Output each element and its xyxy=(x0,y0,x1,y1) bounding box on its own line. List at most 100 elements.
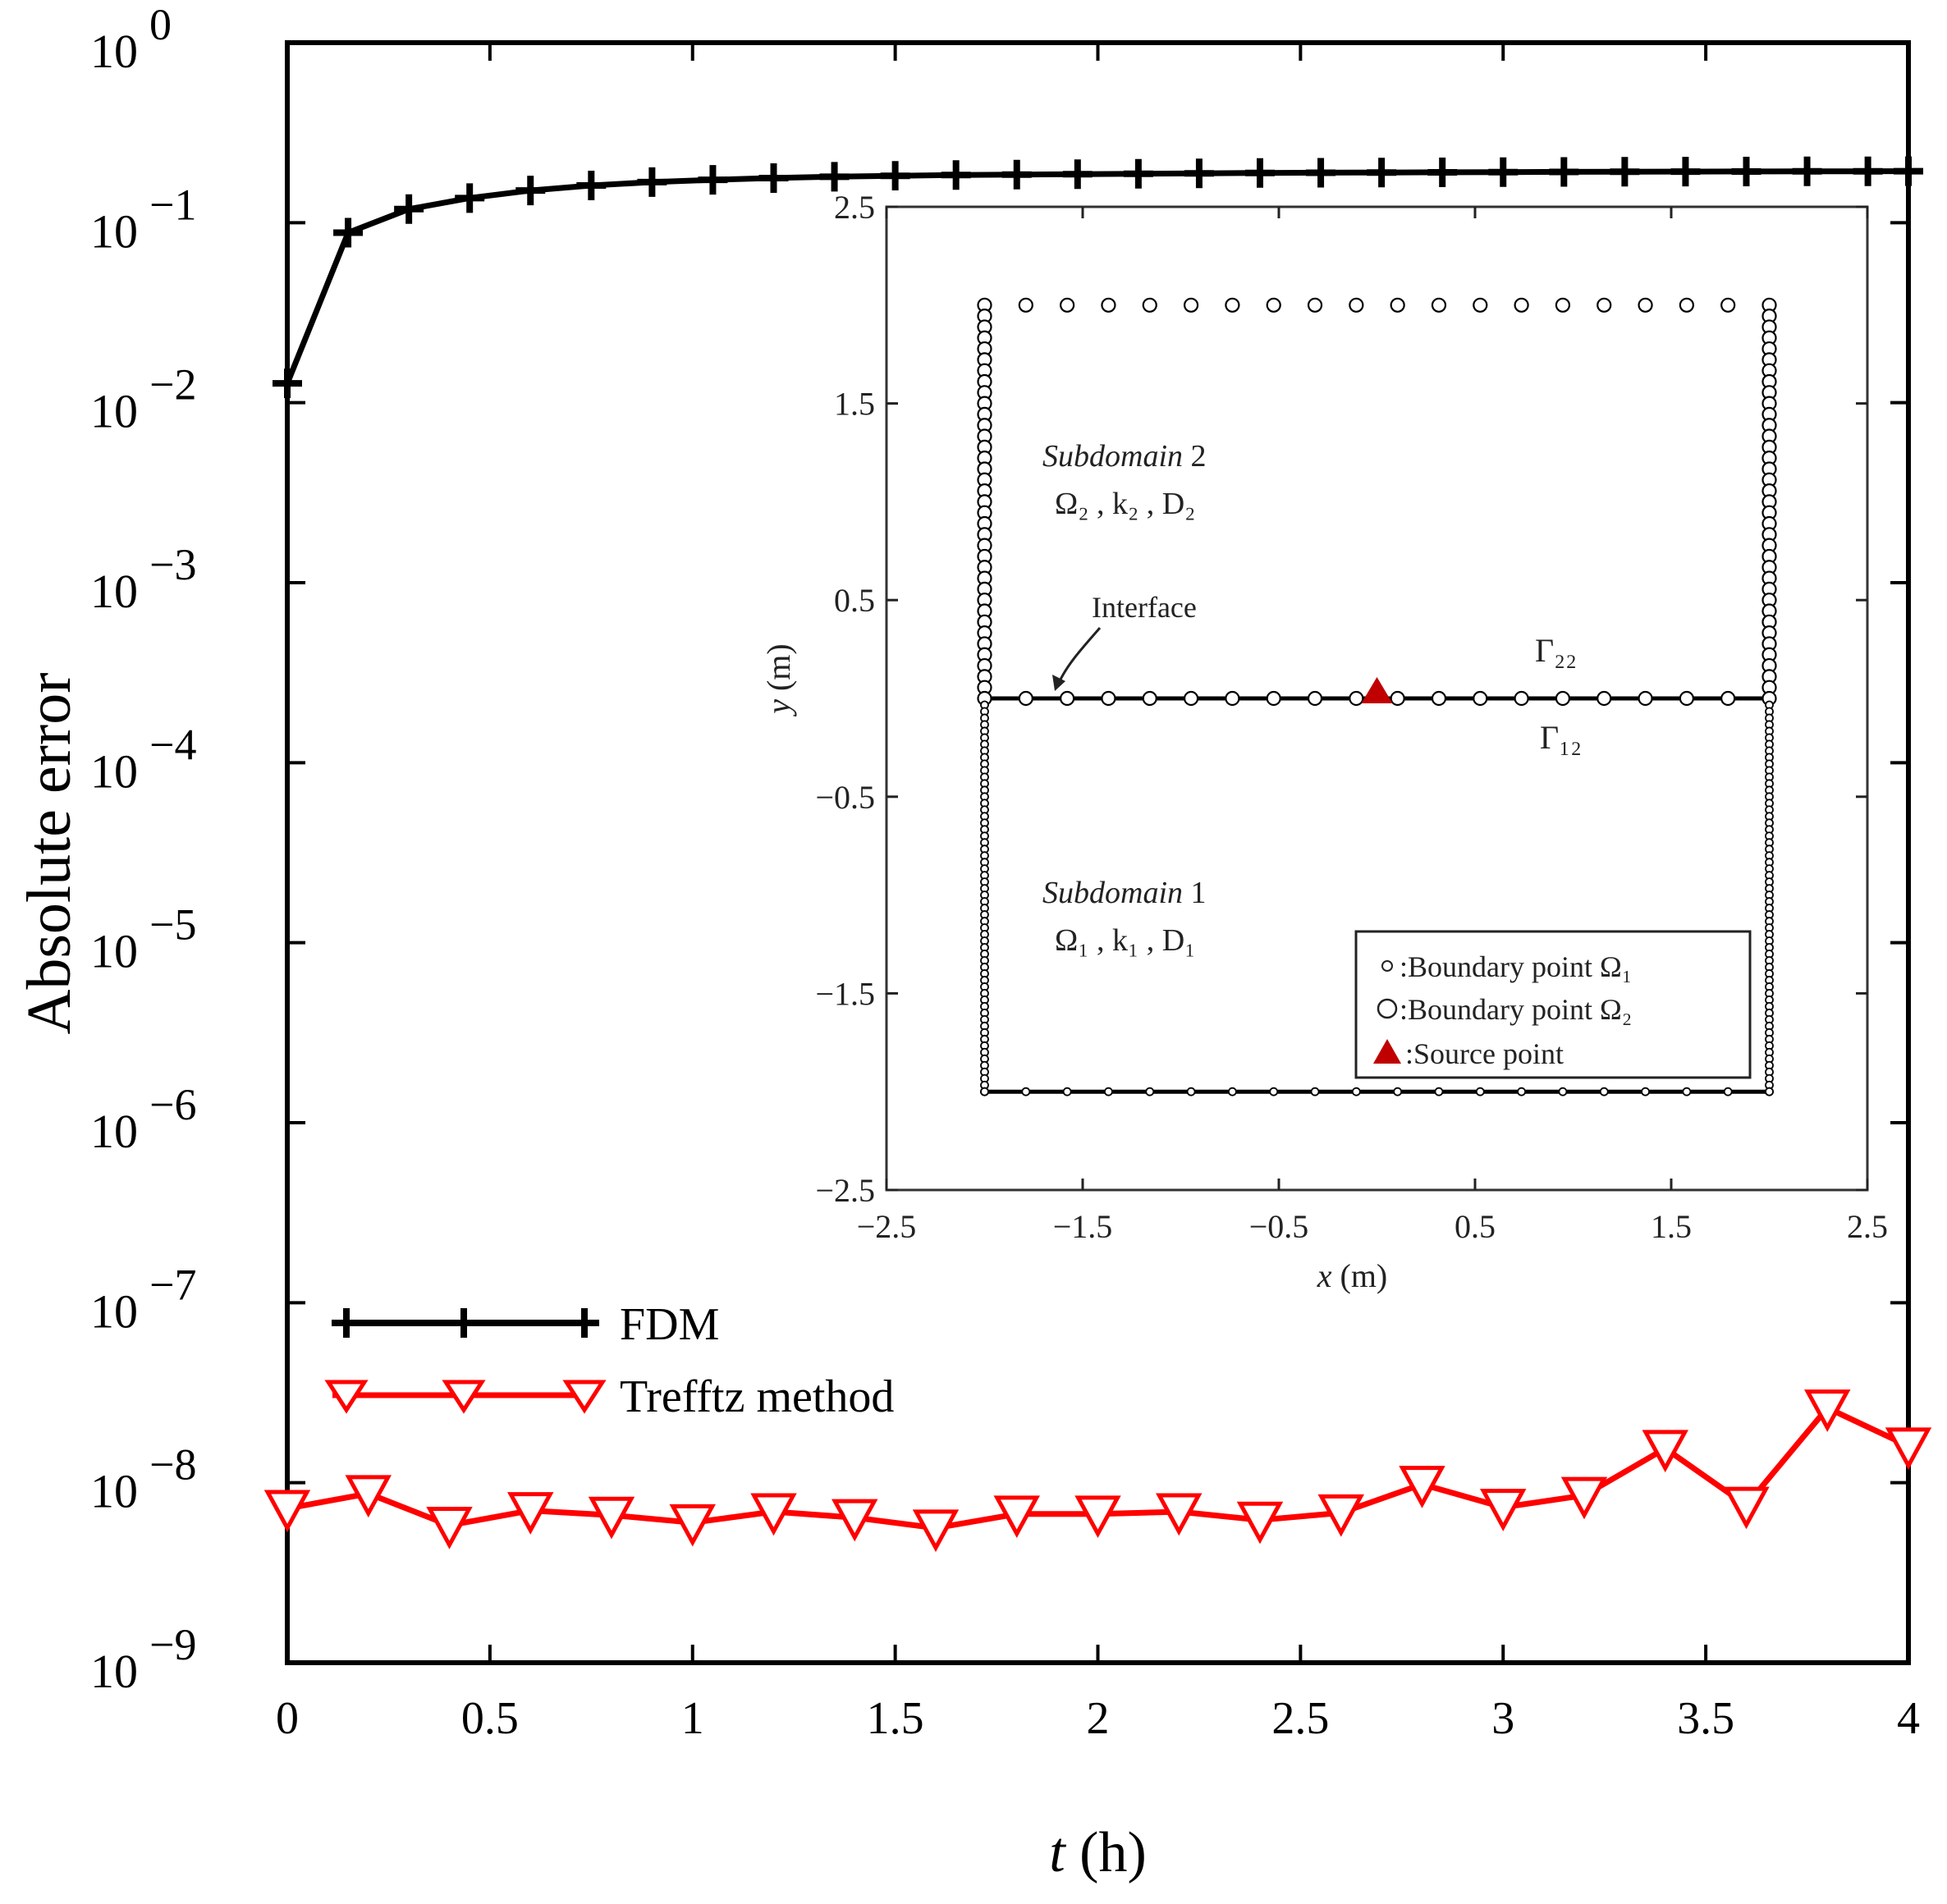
boundary-point-omega2 xyxy=(1431,297,1447,313)
fdm-point xyxy=(1062,159,1093,190)
boundary-point-omega1 xyxy=(1475,1087,1485,1096)
inset-x-tick-label: 2.5 xyxy=(1847,1208,1888,1245)
trefftz-point xyxy=(993,1495,1040,1539)
fdm-point xyxy=(1549,157,1579,187)
boundary-point-omega2 xyxy=(1018,297,1033,313)
y-tick-label: 10 0 xyxy=(90,0,172,78)
fdm-point xyxy=(698,165,728,195)
inset-y-axis-label: y (m) xyxy=(760,643,797,717)
fdm-point xyxy=(819,162,850,192)
boundary-point-omega1 xyxy=(980,1087,989,1096)
inset-legend-box xyxy=(1354,930,1752,1079)
trefftz-point xyxy=(912,1509,960,1553)
inset-x-tick-label: 1.5 xyxy=(1651,1208,1692,1245)
legend-label-trefftz: Trefftz method xyxy=(620,1371,894,1422)
legend-symbol-source xyxy=(1373,1039,1401,1064)
inset-x-tick-label: −0.5 xyxy=(1249,1208,1309,1245)
inset-y-tick-label: 1.5 xyxy=(834,386,875,423)
fdm-point xyxy=(333,217,364,248)
fdm-point xyxy=(941,160,971,190)
boundary-point-omega2 xyxy=(1390,297,1405,313)
interface-arrowhead xyxy=(1052,675,1065,691)
x-tick-label: 3.5 xyxy=(1677,1693,1734,1744)
inset-x-tick-label: −1.5 xyxy=(1053,1208,1113,1245)
boundary-point-omega1 xyxy=(1227,1087,1237,1096)
main-legend: FDM Trefftz method xyxy=(324,1299,894,1422)
interface-arrow xyxy=(1057,627,1102,684)
boundary-point-omega1 xyxy=(1351,1087,1361,1096)
fdm-point xyxy=(1731,156,1761,186)
fdm-point xyxy=(455,183,485,213)
trefftz-point xyxy=(1723,1486,1770,1530)
boundary-point-omega1 xyxy=(1310,1087,1320,1096)
boundary-point-omega2 xyxy=(1514,690,1529,707)
boundary-point-omega1 xyxy=(1269,1087,1279,1096)
fdm-point xyxy=(1853,156,1883,186)
trefftz-point xyxy=(1236,1501,1284,1545)
subdomain1-params: Ω₁ , k₁ , D₁ xyxy=(1055,923,1195,958)
x-tick-label: 1 xyxy=(681,1693,704,1744)
y-tick-label: 10 −8 xyxy=(90,1440,196,1518)
legend-marker-trefftz xyxy=(324,1380,369,1414)
y-tick-label: 10 −1 xyxy=(90,180,196,258)
boundary-point-omega2 xyxy=(1555,690,1571,707)
inset-legend: :Boundary point Ω₁:Boundary point Ω₂:Sou… xyxy=(1354,930,1752,1079)
inset-y-tick-label: −0.5 xyxy=(815,779,875,816)
legend-marker-trefftz xyxy=(442,1380,486,1414)
inset-y-tick-label: −1.5 xyxy=(815,975,875,1012)
inset-x-axis-label: x (m) xyxy=(1317,1257,1388,1294)
boundary-point-omega1 xyxy=(1723,1087,1733,1096)
boundary-point-omega1 xyxy=(1186,1087,1196,1096)
boundary-point-omega1 xyxy=(1641,1087,1650,1096)
x-axis-label: t (h) xyxy=(1049,1821,1147,1884)
boundary-point-omega2 xyxy=(1018,690,1033,707)
boundary-point-omega2 xyxy=(1555,297,1571,313)
fdm-point xyxy=(1427,157,1458,187)
trefftz-point xyxy=(1804,1389,1851,1432)
fdm-point xyxy=(1610,157,1640,187)
legend-label-omega2: :Boundary point Ω₂ xyxy=(1400,993,1632,1026)
boundary-point-omega2 xyxy=(1060,690,1075,707)
trefftz-point xyxy=(1074,1495,1121,1539)
trefftz-point xyxy=(1399,1466,1445,1508)
boundary-point-omega1 xyxy=(1021,1087,1031,1096)
legend-label-omega1: :Boundary point Ω₁ xyxy=(1400,950,1632,983)
boundary-point-omega2 xyxy=(1225,297,1240,313)
subdomain2-title: Subdomain 2 xyxy=(1042,439,1207,474)
fdm-point xyxy=(576,170,607,200)
subdomain1-title: Subdomain 1 xyxy=(1042,876,1207,910)
x-tick-label: 0 xyxy=(276,1693,299,1744)
boundary-point-omega2 xyxy=(1101,690,1116,707)
subdomain2-params: Ω₂ , k₂ , D₂ xyxy=(1055,487,1195,521)
x-tick-label: 0.5 xyxy=(461,1693,519,1744)
boundary-point-omega2 xyxy=(1142,297,1157,313)
trefftz-point xyxy=(426,1507,473,1549)
boundary-point-omega2 xyxy=(1473,297,1488,313)
x-tick-label: 2 xyxy=(1087,1693,1110,1744)
fdm-point xyxy=(880,161,910,191)
x-tick-label: 2.5 xyxy=(1271,1693,1329,1744)
boundary-point-omega2 xyxy=(1390,690,1405,707)
boundary-point-omega2 xyxy=(1473,690,1488,707)
gamma12-label: Γ₁₂ xyxy=(1540,719,1582,756)
boundary-point-omega2 xyxy=(1183,297,1199,313)
y-tick-label: 10 −4 xyxy=(90,720,196,798)
fdm-point xyxy=(1245,158,1275,188)
fdm-point xyxy=(758,162,789,193)
y-tick-label: 10 −9 xyxy=(90,1620,196,1698)
trefftz-point xyxy=(1156,1493,1203,1536)
trefftz-point xyxy=(1885,1427,1932,1471)
y-tick-label: 10 −6 xyxy=(90,1080,196,1158)
boundary-point-omega1 xyxy=(1682,1087,1692,1096)
fdm-point xyxy=(637,167,667,197)
y-tick-label: 10 −2 xyxy=(90,360,196,438)
y-tick-label: 10 −3 xyxy=(90,540,196,618)
trefftz-point xyxy=(588,1496,635,1540)
trefftz-point xyxy=(831,1499,878,1542)
trefftz-point xyxy=(750,1493,797,1536)
boundary-point-omega2 xyxy=(1720,297,1736,313)
boundary-point-omega2 xyxy=(1307,297,1323,313)
fdm-point xyxy=(515,176,546,206)
boundary-point-omega2 xyxy=(1266,297,1281,313)
